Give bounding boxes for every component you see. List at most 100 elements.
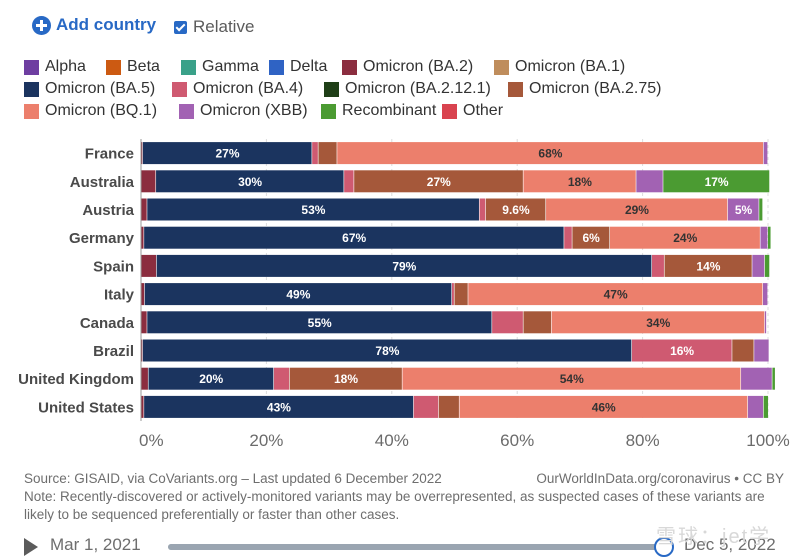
bar-france-omicron-ba-4[interactable] (312, 142, 318, 165)
bar-spain-omicron-ba-2-75[interactable] (664, 254, 752, 277)
bar-spain-omicron-ba-5[interactable] (156, 254, 652, 277)
timeline-start-date: Mar 1, 2021 (50, 535, 141, 554)
legend-item-delta[interactable]: Delta (269, 58, 327, 76)
bar-united-states-omicron-ba-2-75[interactable] (438, 395, 459, 418)
legend-swatch (181, 59, 196, 75)
bar-austria-omicron-ba-5[interactable] (147, 198, 479, 221)
bar-spain-recombinant[interactable] (764, 254, 770, 277)
data-label: 46% (592, 400, 616, 414)
bar-canada-omicron-ba-5[interactable] (147, 311, 492, 334)
legend-label: Omicron (BA.5) (45, 80, 156, 97)
bar-austria-omicron-bq-1[interactable] (546, 198, 728, 221)
legend-item-other[interactable]: Other (442, 102, 503, 120)
data-label: 78% (375, 344, 399, 358)
legend-swatch (179, 103, 194, 119)
bar-united-states-omicron-bq-1[interactable] (459, 395, 748, 418)
add-country-button[interactable]: Add country (32, 15, 156, 35)
bar-united-states-recombinant[interactable] (763, 395, 769, 418)
relative-checkbox[interactable]: Relative (174, 17, 254, 37)
bar-united-kingdom-omicron-xbb[interactable] (741, 367, 772, 390)
bar-france-omicron-ba-2[interactable] (141, 142, 143, 165)
bar-united-states-omicron-ba-2[interactable] (141, 395, 144, 418)
bar-australia-omicron-ba-2-75[interactable] (354, 170, 523, 193)
data-label: 47% (604, 288, 628, 302)
play-icon[interactable] (24, 538, 38, 556)
bar-germany-omicron-ba-2-75[interactable] (572, 226, 610, 249)
bar-france-omicron-ba-5[interactable] (142, 142, 312, 165)
x-tick-label: 40% (375, 431, 409, 450)
bar-united-states-omicron-xbb[interactable] (747, 395, 764, 418)
legend-item-recombinant[interactable]: Recombinant (321, 102, 436, 120)
legend-item-beta[interactable]: Beta (106, 58, 160, 76)
bar-austria-omicron-ba-2[interactable] (141, 198, 147, 221)
bar-italy-omicron-ba-2-75[interactable] (454, 283, 468, 306)
bar-australia-omicron-bq-1[interactable] (523, 170, 636, 193)
legend-item-omicron-ba-2-12-1[interactable]: Omicron (BA.2.12.1) (324, 80, 491, 98)
bar-italy-omicron-ba-4[interactable] (451, 283, 454, 306)
bar-brazil-omicron-ba-2-75[interactable] (732, 339, 754, 362)
data-label: 18% (568, 175, 592, 189)
bar-australia-omicron-ba-5[interactable] (156, 170, 344, 193)
legend-swatch (321, 103, 336, 119)
data-label: 79% (392, 259, 416, 273)
bar-united-kingdom-recombinant[interactable] (772, 367, 775, 390)
legend-item-omicron-ba-4[interactable]: Omicron (BA.4) (172, 80, 303, 98)
bar-france-omicron-ba-2-75[interactable] (318, 142, 337, 165)
bar-germany-omicron-ba-4[interactable] (564, 226, 572, 249)
bar-austria-recombinant[interactable] (759, 198, 763, 221)
bar-brazil-omicron-ba-5[interactable] (142, 339, 632, 362)
bar-germany-omicron-ba-5[interactable] (144, 226, 564, 249)
legend-item-omicron-xbb[interactable]: Omicron (XBB) (179, 102, 308, 120)
legend-swatch (508, 81, 523, 97)
bar-austria-omicron-ba-2-75[interactable] (485, 198, 546, 221)
bar-united-states-omicron-ba-5[interactable] (144, 395, 414, 418)
bar-brazil-omicron-ba-2[interactable] (141, 339, 143, 362)
bar-france-omicron-bq-1[interactable] (337, 142, 764, 165)
bar-italy-omicron-xbb[interactable] (762, 283, 768, 306)
bar-france-omicron-xbb[interactable] (763, 142, 768, 165)
legend-item-omicron-ba-2-75[interactable]: Omicron (BA.2.75) (508, 80, 661, 98)
bar-canada-omicron-ba-4[interactable] (492, 311, 523, 334)
bar-united-kingdom-omicron-ba-2[interactable] (141, 367, 148, 390)
data-label: 67% (342, 231, 366, 245)
bar-brazil-omicron-ba-4[interactable] (631, 339, 732, 362)
bar-canada-omicron-ba-2[interactable] (141, 311, 147, 334)
bar-italy-omicron-ba-5[interactable] (144, 283, 452, 306)
legend-item-omicron-ba-1[interactable]: Omicron (BA.1) (494, 58, 625, 76)
bar-germany-omicron-ba-2[interactable] (141, 226, 144, 249)
bar-united-kingdom-omicron-bq-1[interactable] (402, 367, 741, 390)
bar-canada-omicron-bq-1[interactable] (551, 311, 765, 334)
bar-germany-recombinant[interactable] (768, 226, 771, 249)
timeline-handle[interactable] (654, 537, 674, 557)
stacked-bar-chart: 0% 20% 40% 60% 80% 100% France 27% 68% Australia 3… (18, 139, 790, 450)
bar-spain-omicron-ba-4[interactable] (652, 254, 664, 277)
bar-united-kingdom-omicron-ba-2-75[interactable] (289, 367, 402, 390)
legend-item-omicron-ba-2[interactable]: Omicron (BA.2) (342, 58, 473, 76)
category-label-australia: Australia (70, 174, 135, 191)
legend-item-omicron-ba-5[interactable]: Omicron (BA.5) (24, 80, 155, 98)
bar-australia-omicron-ba-2[interactable] (141, 170, 156, 193)
legend-item-omicron-bq-1[interactable]: Omicron (BQ.1) (24, 102, 157, 120)
bar-canada-omicron-xbb[interactable] (764, 311, 767, 334)
bar-austria-omicron-xbb[interactable] (727, 198, 759, 221)
bar-brazil-omicron-xbb[interactable] (754, 339, 769, 362)
bar-united-kingdom-omicron-ba-4[interactable] (273, 367, 289, 390)
bar-italy-omicron-bq-1[interactable] (468, 283, 763, 306)
legend-item-gamma[interactable]: Gamma (181, 58, 259, 76)
bar-canada-omicron-ba-2-75[interactable] (523, 311, 552, 334)
bar-united-kingdom-omicron-ba-5[interactable] (148, 367, 274, 390)
plus-circle-icon (32, 15, 51, 35)
bar-australia-omicron-ba-4[interactable] (344, 170, 354, 193)
bar-spain-omicron-ba-2[interactable] (141, 254, 157, 277)
bar-germany-omicron-bq-1[interactable] (609, 226, 760, 249)
bar-australia-omicron-xbb[interactable] (636, 170, 663, 193)
legend-item-alpha[interactable]: Alpha (24, 58, 86, 76)
bar-austria-omicron-ba-4[interactable] (479, 198, 486, 221)
legend-label: Omicron (BA.2) (363, 58, 474, 75)
bar-germany-omicron-xbb[interactable] (760, 226, 768, 249)
legend-swatch (342, 59, 357, 75)
bar-italy-omicron-ba-2[interactable] (141, 283, 145, 306)
bar-united-states-omicron-ba-4[interactable] (413, 395, 439, 418)
bar-australia-recombinant[interactable] (663, 170, 770, 193)
bar-spain-omicron-xbb[interactable] (752, 254, 765, 277)
